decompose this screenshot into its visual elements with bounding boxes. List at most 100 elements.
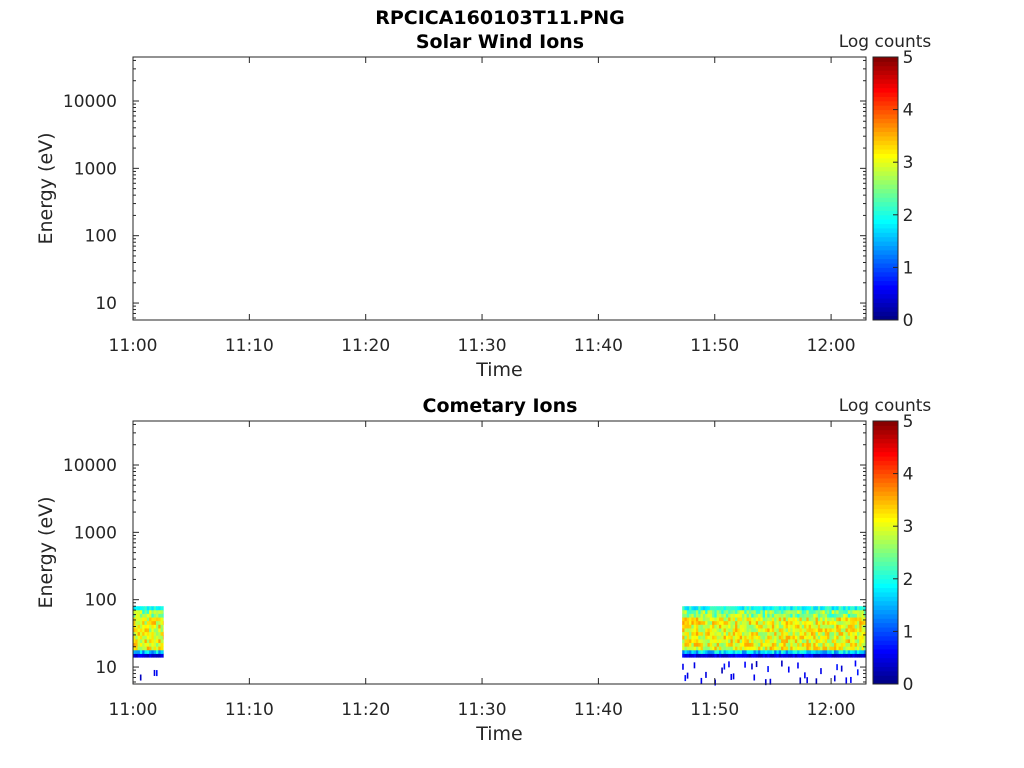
colorbar-segment	[873, 548, 898, 553]
spectrogram-cell	[850, 606, 853, 611]
spectrogram-cell	[810, 624, 814, 629]
spectrogram-cell	[693, 620, 697, 625]
spectrogram-cell	[158, 606, 161, 611]
spectrogram-cell	[753, 606, 757, 611]
colorbar-segment	[873, 105, 898, 111]
spectrogram-cell	[730, 620, 734, 625]
spectrogram-cell	[698, 624, 701, 629]
colorbar-segment	[873, 236, 898, 242]
x-axis-label: Time	[475, 723, 523, 745]
spectrogram-cell	[732, 673, 735, 680]
spectrogram-cell	[716, 635, 720, 640]
spectrogram-cell	[810, 606, 814, 611]
spectrogram-cell	[732, 624, 736, 629]
spectrogram-cell	[707, 646, 711, 651]
colorbar-segment	[873, 78, 898, 84]
spectrogram-cell	[149, 606, 152, 611]
spectrogram-cell	[716, 646, 720, 651]
spectrogram-cell	[735, 653, 738, 658]
spectrogram-cell	[732, 606, 736, 611]
colorbar-segment	[873, 530, 898, 536]
spectrogram-cell	[790, 653, 793, 658]
spectrogram-cell	[151, 620, 155, 625]
spectrogram-cell	[725, 638, 729, 644]
spectrogram-cell	[764, 649, 768, 654]
spectrogram-cell	[700, 606, 704, 611]
spectrogram-cell	[146, 631, 150, 636]
spectrogram-cell	[149, 617, 152, 622]
spectrogram-cell	[781, 638, 784, 644]
spectrogram-cell	[856, 646, 860, 651]
spectrogram-cell	[790, 606, 793, 611]
spectrogram-cell	[716, 606, 720, 611]
spectrogram-cell	[149, 649, 152, 654]
spectrogram-cell	[686, 646, 690, 651]
spectrogram-cell	[771, 620, 775, 625]
spectrogram-cell	[748, 642, 752, 647]
spectrogram-cell	[767, 649, 770, 654]
spectrogram-cell	[852, 609, 856, 614]
colorbar-segment	[873, 486, 898, 492]
spectrogram-cell	[859, 638, 862, 644]
spectrogram-cell	[764, 635, 768, 640]
spectrogram-cell	[709, 631, 713, 636]
spectrogram-cell	[133, 606, 136, 611]
spectrogram-cell	[861, 606, 865, 611]
spectrogram-cell	[156, 638, 159, 644]
spectrogram-cell	[709, 613, 713, 618]
spectrogram-cell	[744, 609, 747, 614]
spectrogram-cell	[778, 617, 782, 622]
spectrogram-cell	[702, 653, 706, 658]
colorbar-segment	[873, 447, 898, 453]
spectrogram-cell	[856, 649, 860, 654]
spectrogram-cell	[137, 617, 141, 622]
spectrogram-cell	[137, 613, 141, 618]
spectrogram-cell	[850, 620, 853, 625]
spectrogram-cell	[794, 620, 798, 625]
spectrogram-cell	[718, 606, 722, 611]
spectrogram-cell	[160, 653, 164, 658]
spectrogram-cell	[741, 638, 745, 644]
spectrogram-cell	[845, 635, 849, 640]
colorbar-segment	[873, 223, 898, 229]
spectrogram-cell	[836, 635, 839, 640]
spectrogram-cell	[813, 649, 816, 654]
colorbar-segment	[873, 526, 898, 532]
spectrogram-cell	[799, 642, 803, 647]
spectrogram-cell	[843, 617, 846, 622]
colorbar-tick-label: 1	[903, 258, 914, 278]
spectrogram-cell	[824, 638, 828, 644]
spectrogram-cell	[769, 678, 772, 685]
spectrogram-cell	[778, 646, 782, 651]
spectrogram-cell	[760, 635, 764, 640]
spectrogram-cell	[162, 635, 164, 640]
spectrogram-cell	[822, 628, 826, 633]
spectrogram-cell	[721, 667, 723, 674]
spectrogram-cell	[854, 631, 858, 636]
spectrogram-cell	[845, 617, 849, 622]
spectrogram-cell	[771, 631, 775, 636]
spectrogram-cell	[723, 635, 727, 640]
spectrogram-cell	[133, 635, 136, 640]
spectrogram-cell	[705, 653, 708, 658]
spectrogram-cell	[755, 646, 759, 651]
x-tick-label: 11:20	[341, 336, 390, 356]
spectrogram-cell	[684, 609, 688, 614]
colorbar-segment	[873, 460, 898, 466]
colorbar-segment	[873, 504, 898, 510]
spectrogram-cell	[725, 620, 729, 625]
spectrogram-cell	[735, 628, 738, 633]
colorbar-segment	[873, 289, 898, 295]
spectrogram-cell	[852, 642, 856, 647]
spectrogram-cell	[790, 624, 793, 629]
spectrogram-cell	[845, 628, 849, 633]
spectrogram-cell	[135, 620, 138, 625]
spectrogram-cell	[714, 606, 718, 611]
spectrogram-cell	[797, 631, 800, 636]
spectrogram-cell	[854, 646, 858, 651]
spectrogram-cell	[707, 613, 711, 618]
spectrogram-cell	[792, 638, 796, 644]
spectrogram-cell	[728, 628, 731, 633]
spectrogram-cell	[822, 613, 826, 618]
colorbar-segment	[873, 539, 898, 545]
